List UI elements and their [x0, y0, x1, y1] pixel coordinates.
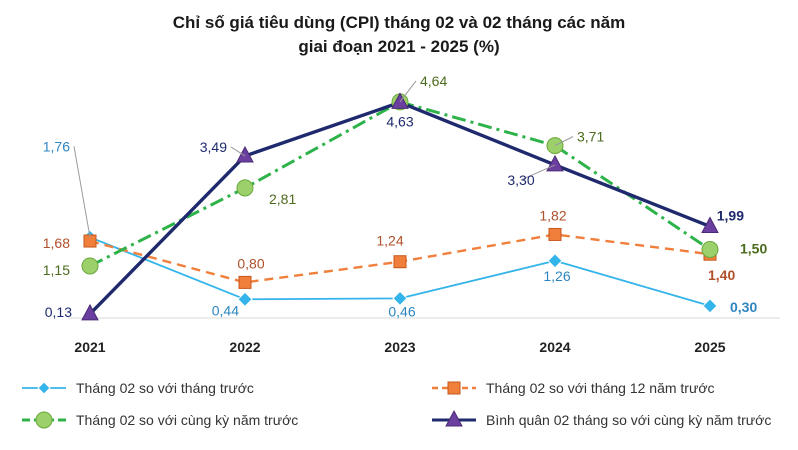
data-label: 1,68 — [43, 235, 70, 251]
label-leader-line — [520, 164, 556, 181]
data-label: 0,80 — [237, 255, 264, 271]
data-point — [391, 92, 409, 109]
series-line — [89, 100, 711, 268]
data-point — [393, 255, 407, 269]
data-label: 1,76 — [43, 138, 70, 154]
data-point — [238, 275, 252, 289]
data-label: 0,44 — [212, 302, 239, 318]
chart-title-line1: Chỉ số giá tiêu dùng (CPI) tháng 02 và 0… — [173, 13, 625, 32]
label-leader-line — [73, 146, 91, 238]
data-label: 1,40 — [708, 267, 735, 283]
x-tick-label: 2022 — [229, 339, 260, 355]
legend-label: Tháng 02 so với cùng kỳ năm trước — [76, 412, 298, 428]
legend-label: Tháng 02 so với tháng 12 năm trước — [486, 380, 715, 396]
legend-label: Tháng 02 so với tháng trước — [76, 380, 254, 396]
data-point — [548, 227, 562, 241]
data-point — [237, 291, 253, 308]
data-point — [547, 253, 563, 269]
series-line — [88, 100, 711, 316]
x-tick-label: 2024 — [539, 339, 570, 355]
legend-marker — [447, 381, 461, 395]
data-point — [701, 216, 719, 233]
data-label: 3,30 — [507, 172, 534, 188]
data-label: 1,26 — [543, 268, 570, 284]
data-point — [81, 257, 99, 275]
data-label: 0,46 — [388, 303, 415, 319]
data-label: 2,81 — [269, 191, 296, 207]
x-tick-label: 2025 — [694, 339, 725, 355]
data-label: 0,30 — [730, 299, 757, 315]
data-point — [236, 145, 254, 163]
legend-marker — [445, 409, 463, 427]
data-label: 3,49 — [200, 139, 227, 155]
data-label: 1,50 — [740, 241, 767, 257]
legend-marker — [35, 411, 53, 429]
label-leader-line — [399, 80, 417, 103]
data-label: 4,63 — [386, 113, 413, 129]
label-leader-line — [554, 136, 574, 147]
data-label: 4,64 — [420, 73, 447, 89]
data-point — [81, 303, 99, 321]
data-point — [236, 179, 254, 197]
data-point — [392, 290, 408, 307]
chart-title-line2: giai đoạn 2021 - 2025 (%) — [298, 37, 499, 56]
x-tick-label: 2023 — [384, 339, 415, 355]
data-point — [701, 241, 719, 258]
data-point — [702, 298, 718, 314]
legend-label: Bình quân 02 tháng so với cùng kỳ năm tr… — [486, 412, 771, 428]
data-label: 1,15 — [43, 262, 70, 278]
data-label: 0,13 — [45, 304, 72, 320]
legend-marker — [37, 381, 51, 395]
label-leader-line — [230, 146, 246, 157]
data-label: 1,82 — [539, 207, 566, 223]
data-label: 1,24 — [376, 233, 403, 249]
data-label: 1,99 — [717, 207, 744, 223]
x-tick-label: 2021 — [74, 339, 105, 355]
data-label: 3,71 — [577, 129, 604, 145]
